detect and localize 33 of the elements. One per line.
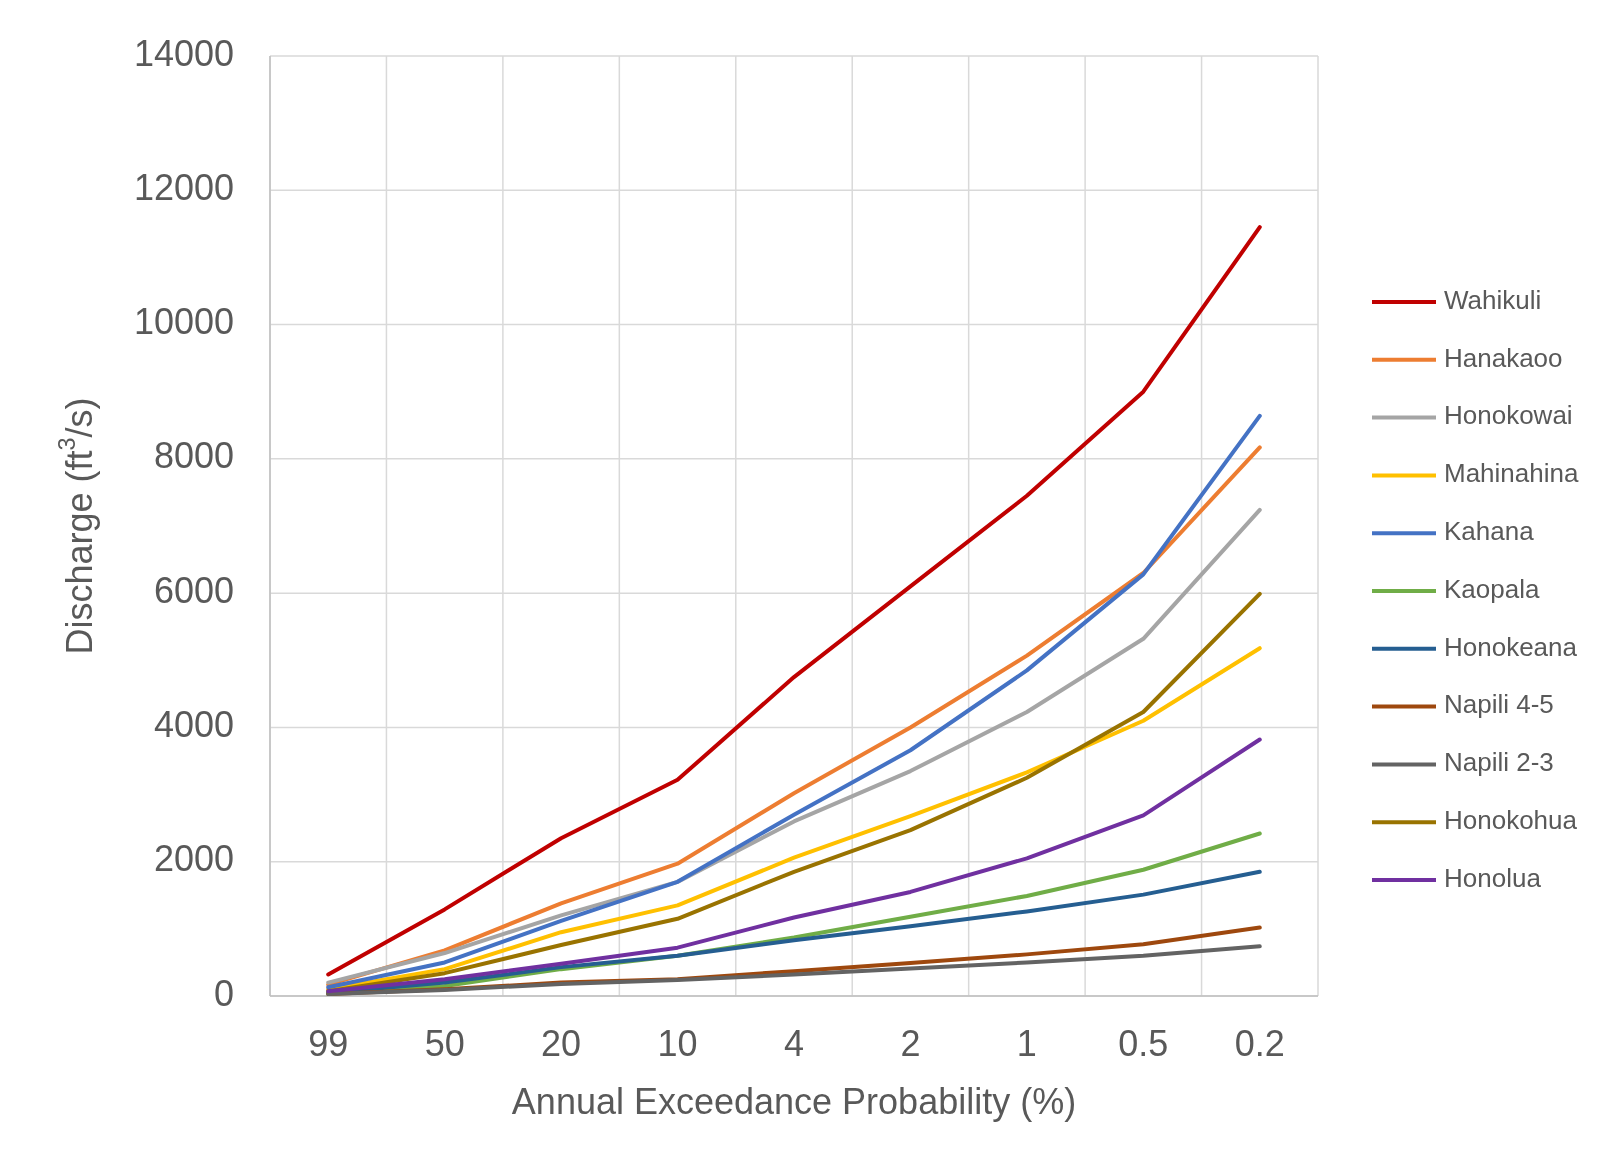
x-axis-title: Annual Exceedance Probability (%) (511, 1080, 1077, 1122)
legend-label: Hanakaoo (1444, 342, 1563, 373)
line-series (326, 225, 1262, 977)
line-series (326, 869, 1262, 995)
y-tick-label: 2000 (153, 838, 234, 880)
legend-label: Kaopala (1444, 573, 1540, 604)
y-tick-label: 0 (213, 972, 234, 1014)
legend-label: Napili 2-3 (1444, 747, 1554, 778)
x-tick-label: 2 (900, 1022, 921, 1064)
legend-label: Honokeana (1444, 631, 1578, 662)
x-tick-label: 20 (541, 1022, 582, 1064)
legend-label: Honolua (1444, 862, 1542, 893)
line-series (326, 737, 1262, 994)
legend-label: Napili 4-5 (1444, 689, 1554, 720)
y-tick-label: 14000 (133, 32, 234, 74)
legend-label: Wahikuli (1444, 284, 1542, 315)
y-tick-label: 6000 (153, 569, 234, 611)
x-tick-label: 1 (1016, 1022, 1037, 1064)
y-tick-label: 10000 (133, 301, 234, 343)
x-tick-label: 4 (783, 1022, 805, 1064)
y-tick-label: 8000 (153, 435, 234, 477)
y-tick-label: 4000 (153, 703, 234, 745)
x-tick-label: 0.5 (1118, 1022, 1169, 1064)
x-tick-label: 0.2 (1234, 1022, 1285, 1064)
x-tick-label: 50 (424, 1022, 465, 1064)
x-tick-label: 99 (308, 1022, 349, 1064)
y-tick-label: 12000 (133, 166, 234, 208)
x-tick-label: 10 (657, 1022, 698, 1064)
legend-label: Honokowai (1444, 400, 1573, 431)
legend-label: Honokohua (1444, 805, 1578, 836)
legend-label: Kahana (1444, 516, 1535, 547)
line-series (326, 944, 1262, 996)
legend-label: Mahinahina (1444, 458, 1579, 489)
